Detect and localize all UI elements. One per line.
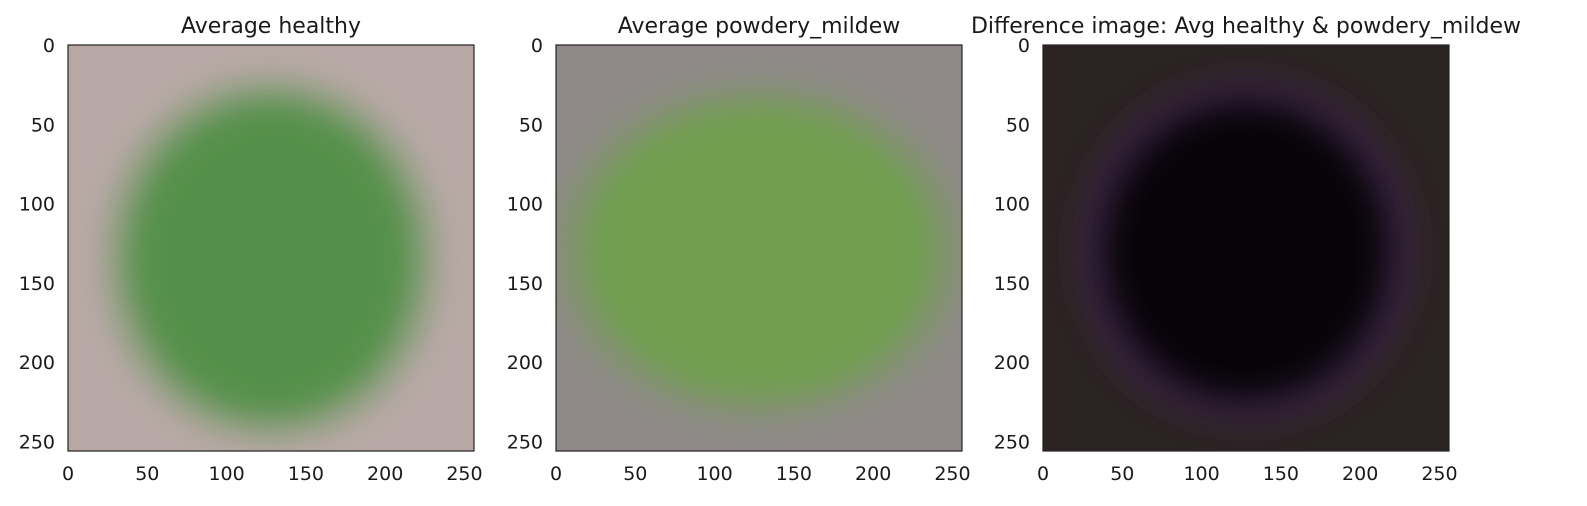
image-2	[556, 45, 962, 451]
y-tick-label: 200	[507, 352, 543, 374]
image-1	[68, 45, 474, 451]
x-tick-label: 250	[446, 463, 482, 485]
x-tick-label: 100	[1183, 463, 1219, 485]
axes-frame	[1042, 44, 1450, 452]
x-tick-label: 200	[367, 463, 403, 485]
x-tick-label: 100	[696, 463, 732, 485]
x-tick-label: 250	[934, 463, 970, 485]
panel-2: Average powdery_mildew 0 50 100 150 200 250 0 50…	[507, 14, 971, 485]
chart-title: Average healthy	[181, 14, 361, 39]
x-tick-label: 0	[1037, 463, 1049, 485]
y-tick-label: 250	[507, 431, 543, 453]
x-tick-label: 200	[855, 463, 891, 485]
y-tick-label: 100	[994, 194, 1030, 216]
y-tick-label: 0	[43, 35, 55, 57]
y-tick-label: 0	[1018, 35, 1030, 57]
chart-title: Difference image: Avg healthy & powdery_…	[971, 14, 1521, 39]
panel-3: Difference image: Avg healthy & powdery_…	[971, 14, 1521, 485]
x-tick-label: 200	[1342, 463, 1378, 485]
y-tick-label: 50	[519, 114, 543, 136]
x-tick-label: 50	[135, 463, 159, 485]
x-tick-label: 250	[1421, 463, 1457, 485]
x-tick-label: 50	[623, 463, 647, 485]
leaf-blob	[1100, 98, 1392, 404]
axes-frame	[555, 44, 963, 452]
y-tick-label: 150	[19, 273, 55, 295]
y-tick-label: 250	[19, 431, 55, 453]
y-tick-label: 50	[1006, 114, 1030, 136]
x-tick-label: 150	[776, 463, 812, 485]
leaf-blob	[584, 105, 934, 398]
y-tick-label: 50	[31, 114, 55, 136]
y-tick-label: 250	[994, 431, 1030, 453]
y-tick-label: 100	[507, 194, 543, 216]
x-tick-label: 50	[1110, 463, 1134, 485]
x-tick-label: 150	[1263, 463, 1299, 485]
y-tick-label: 150	[507, 273, 543, 295]
axes-frame	[67, 44, 475, 452]
x-tick-label: 0	[62, 463, 74, 485]
y-tick-label: 200	[19, 352, 55, 374]
y-tick-label: 200	[994, 352, 1030, 374]
y-tick-label: 100	[19, 194, 55, 216]
x-tick-label: 100	[208, 463, 244, 485]
image-3	[1043, 45, 1449, 451]
y-tick-label: 0	[531, 35, 543, 57]
chart-title: Average powdery_mildew	[618, 14, 900, 39]
x-tick-label: 0	[550, 463, 562, 485]
x-tick-label: 150	[288, 463, 324, 485]
y-tick-label: 150	[994, 273, 1030, 295]
leaf-blob	[128, 100, 414, 418]
panel-1: Average healthy 0 50 100 150 200 250 0 50 100 150 2…	[19, 14, 483, 485]
